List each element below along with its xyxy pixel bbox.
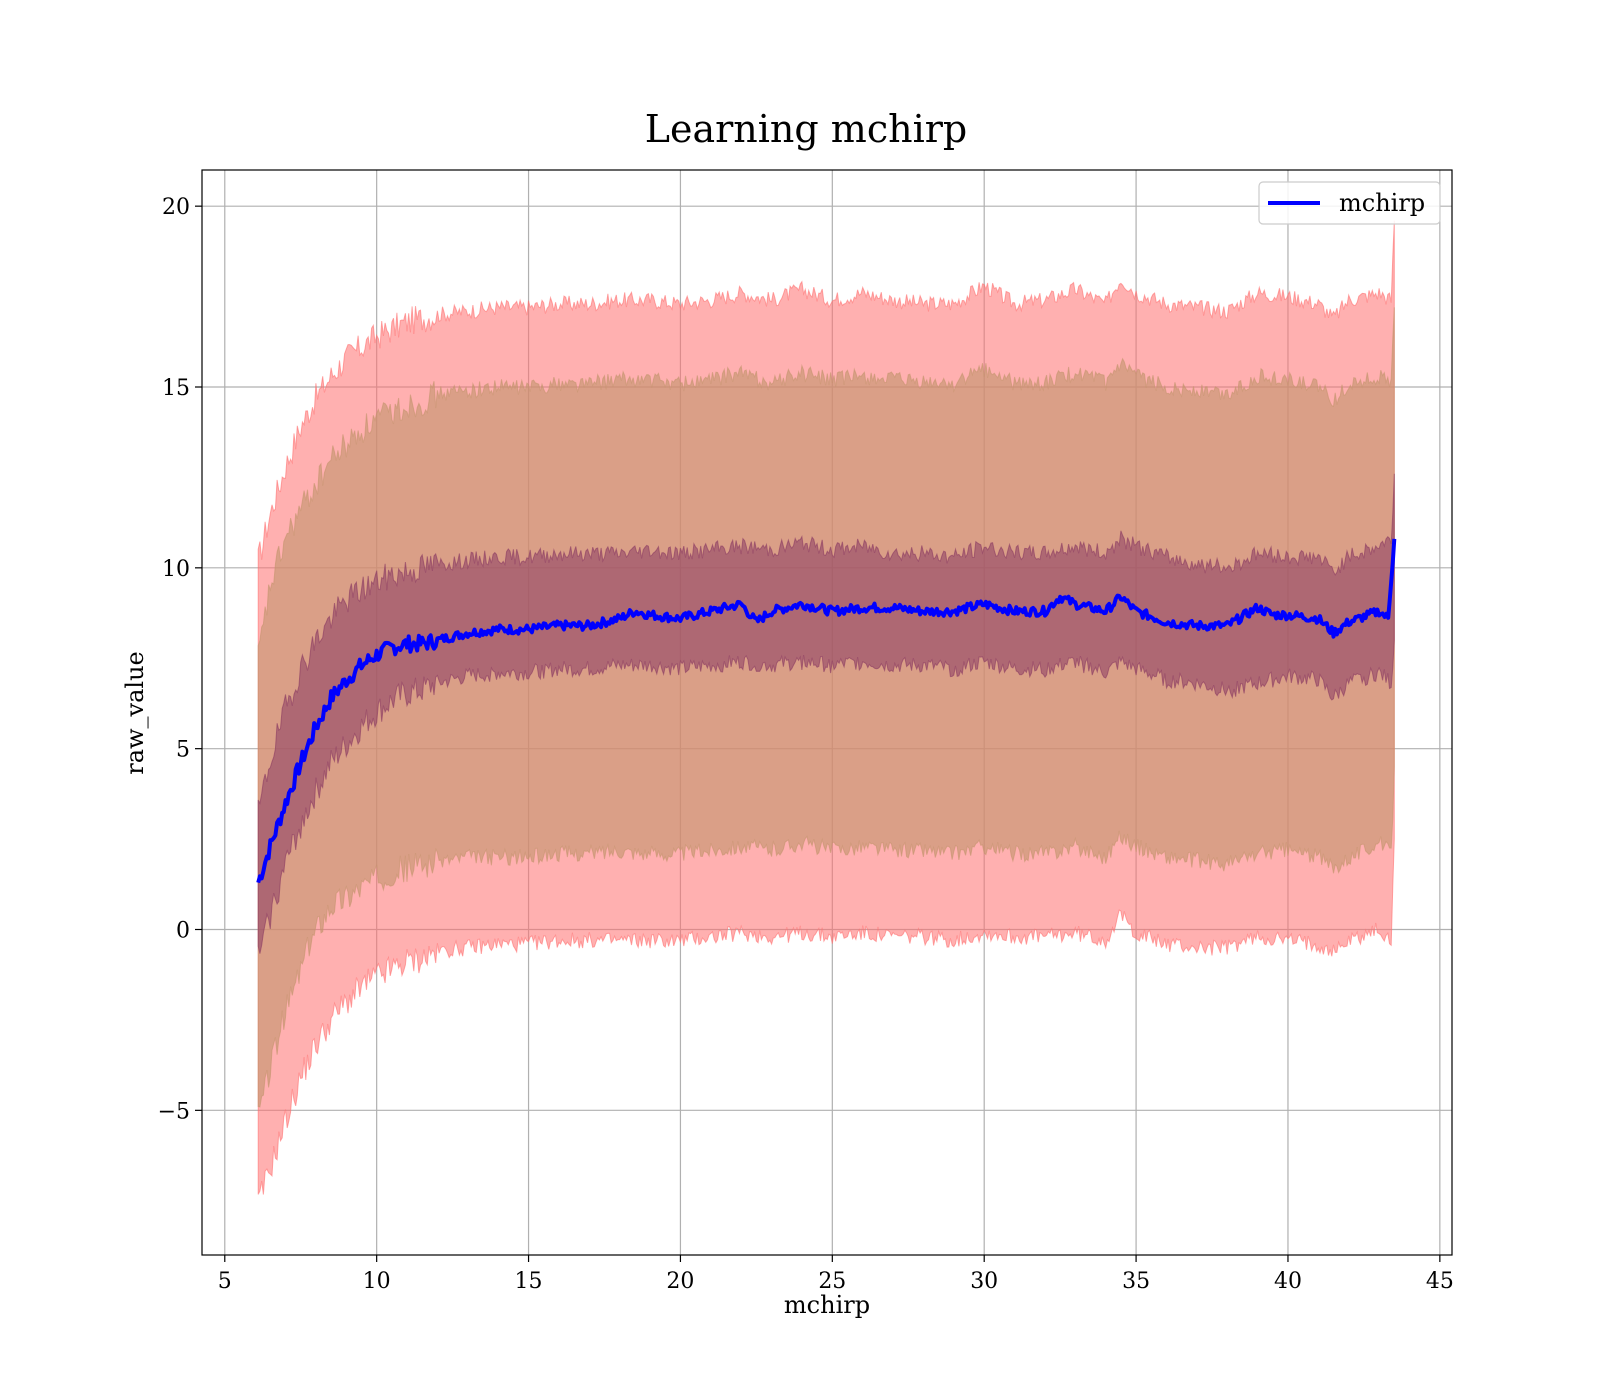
x-tick-label: 35 <box>1122 1269 1150 1294</box>
x-tick-label: 10 <box>363 1269 391 1294</box>
series-line-mchirp <box>256 538 1397 884</box>
x-tick-label: 15 <box>515 1269 543 1294</box>
legend-label: mchirp <box>1339 189 1425 217</box>
y-tick-label: −5 <box>158 1099 190 1124</box>
y-tick-label: 10 <box>162 557 190 582</box>
band-layer <box>257 220 1395 1195</box>
y-tick-label: 20 <box>162 195 190 220</box>
line-layer <box>256 538 1397 884</box>
legend-box <box>1258 181 1441 225</box>
legend: mchirp <box>1258 181 1441 225</box>
y-axis-label: raw_value <box>121 651 149 775</box>
y-tick-label: 15 <box>162 376 190 401</box>
tick-layer: 5 10 15 20 25 30 35 40 45 −5 0 5 10 15 20 <box>158 195 1454 1294</box>
band-1sigma-area <box>257 473 1395 954</box>
x-tick-label: 40 <box>1274 1269 1302 1294</box>
x-tick-label: 25 <box>818 1269 846 1294</box>
band-2sigma-area <box>257 307 1395 1108</box>
x-tick-label: 5 <box>218 1269 232 1294</box>
y-tick-label: 0 <box>176 919 190 944</box>
x-tick-label: 30 <box>970 1269 998 1294</box>
x-tick-label: 45 <box>1426 1269 1454 1294</box>
x-tick-label: 20 <box>666 1269 694 1294</box>
plot-frame <box>201 169 1453 1256</box>
chart-title: Learning mchirp <box>645 107 967 151</box>
x-axis-label: mchirp <box>784 1291 870 1319</box>
y-tick-label: 5 <box>176 738 190 763</box>
